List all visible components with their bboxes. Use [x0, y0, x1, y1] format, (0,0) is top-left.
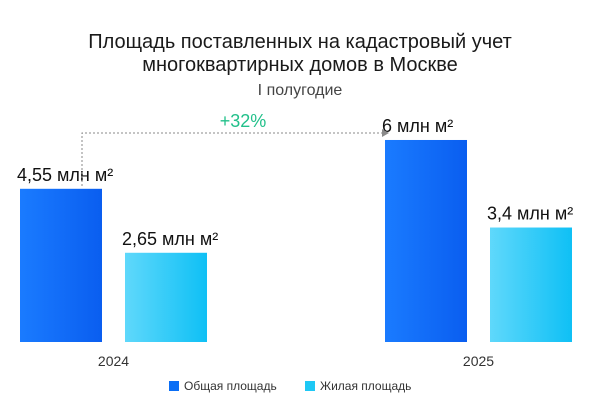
- bar-living-2025: [490, 227, 572, 342]
- data-label-living-2025: 3,4 млн м²: [487, 204, 573, 224]
- bar-total-2025: [385, 139, 467, 342]
- chart-title-line1: Площадь поставленных на кадастровый учет: [88, 31, 512, 53]
- bar-total-2024: [20, 188, 102, 342]
- growth-annotation-label: +32%: [220, 111, 267, 131]
- legend: Общая площадь Жилая площадь: [169, 379, 411, 393]
- legend-swatch-total: [169, 381, 179, 391]
- bar-living-2024: [125, 252, 207, 342]
- chart-title-line2: многоквартирных домов в Москве: [142, 54, 458, 76]
- data-label-total-2024: 4,55 млн м²: [17, 165, 113, 185]
- category-labels: 2024 2025: [98, 353, 494, 369]
- bars-group: 4,55 млн м² 2,65 млн м² 6 млн м² 3,4 млн м²: [17, 116, 573, 342]
- growth-annotation: +32%: [81, 111, 389, 186]
- legend-swatch-living: [305, 381, 315, 391]
- chart-subtitle: I полугодие: [258, 82, 343, 99]
- data-label-total-2025: 6 млн м²: [382, 116, 453, 136]
- category-label-2024: 2024: [98, 353, 129, 369]
- growth-arrow-line: [81, 132, 382, 186]
- legend-label-total: Общая площадь: [184, 379, 277, 393]
- category-label-2025: 2025: [463, 353, 494, 369]
- legend-label-living: Жилая площадь: [320, 379, 411, 393]
- growth-arrow-head: [382, 129, 389, 137]
- data-label-living-2024: 2,65 млн м²: [122, 229, 218, 249]
